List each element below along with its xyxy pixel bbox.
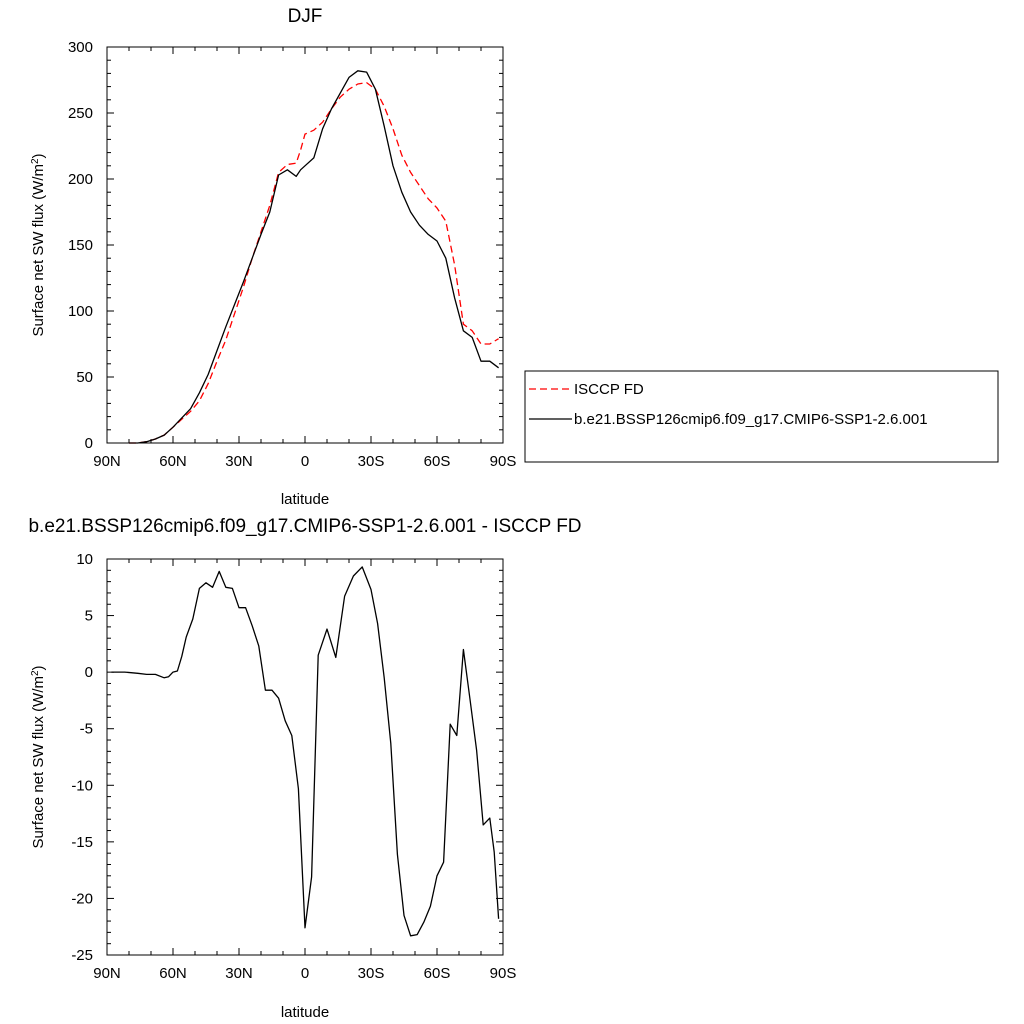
x-tick-label: 90S [490, 965, 517, 982]
series-line-isccp-fd [129, 81, 499, 444]
y-tick-label: 200 [68, 171, 93, 188]
y-tick-label: 5 [85, 608, 93, 625]
y-tick-label: 50 [76, 369, 93, 386]
x-tick-label: 30S [358, 453, 385, 470]
bottom-plot-ylabel: Surface net SW flux (W/m2) [30, 665, 48, 848]
x-tick-label: 60S [424, 453, 451, 470]
x-tick-label: 60S [424, 965, 451, 982]
x-tick-label: 90N [93, 453, 121, 470]
top-plot-frame [106, 46, 504, 444]
top-plot-ylabel: Surface net SW flux (W/m2) [30, 153, 48, 336]
top-plot-xlabel: latitude [281, 491, 329, 508]
y-tick-label: 150 [68, 237, 93, 254]
y-tick-label: 0 [85, 664, 93, 681]
x-tick-label: 30N [225, 965, 253, 982]
y-tick-label: -10 [71, 777, 93, 794]
x-tick-label: 90S [490, 453, 517, 470]
legend-label-isccp: ISCCP FD [574, 381, 644, 398]
legend-label-model: b.e21.BSSP126cmip6.f09_g17.CMIP6-SSP1-2.… [574, 411, 928, 428]
top-plot-title: DJF [288, 6, 323, 27]
bottom-plot-series [111, 566, 500, 937]
top-plot-ticks: 90N 60N 30N 0 30S 60S 90S 0 50 100 150 200 250 300 [68, 39, 516, 470]
bottom-plot-xlabel: latitude [281, 1004, 329, 1021]
y-tick-label: 100 [68, 303, 93, 320]
x-tick-label: 30N [225, 453, 253, 470]
legend: ISCCP FD b.e21.BSSP126cmip6.f09_g17.CMIP… [524, 370, 999, 463]
x-tick-label: 60N [159, 453, 187, 470]
bottom-plot: b.e21.BSSP126cmip6.f09_g17.CMIP6-SSP1-2.… [28, 516, 581, 1021]
y-tick-label: 0 [85, 435, 93, 452]
x-tick-label: 90N [93, 965, 121, 982]
x-tick-label: 60N [159, 965, 187, 982]
y-tick-label: 250 [68, 105, 93, 122]
top-plot: DJF 90N 60N 30N 0 30S 60S 90S 0 50 100 150 200 250 30… [30, 6, 517, 508]
series-line-model [129, 70, 499, 444]
x-tick-label: 0 [301, 965, 309, 982]
y-tick-label: -20 [71, 890, 93, 907]
bottom-plot-ticks: 90N 60N 30N 0 30S 60S 90S -25 -20 -15 -10 -5 0 5 10 [71, 551, 516, 982]
y-tick-label: 10 [76, 551, 93, 568]
y-tick-label: -15 [71, 834, 93, 851]
top-plot-series [129, 70, 499, 444]
x-tick-label: 30S [358, 965, 385, 982]
x-tick-label: 0 [301, 453, 309, 470]
bottom-plot-frame [106, 558, 504, 956]
y-tick-label: 300 [68, 39, 93, 56]
difference-line [111, 566, 500, 937]
y-tick-label: -5 [80, 721, 93, 738]
y-tick-label: -25 [71, 947, 93, 964]
bottom-plot-title: b.e21.BSSP126cmip6.f09_g17.CMIP6-SSP1-2.… [28, 516, 581, 537]
legend-box [524, 370, 999, 463]
